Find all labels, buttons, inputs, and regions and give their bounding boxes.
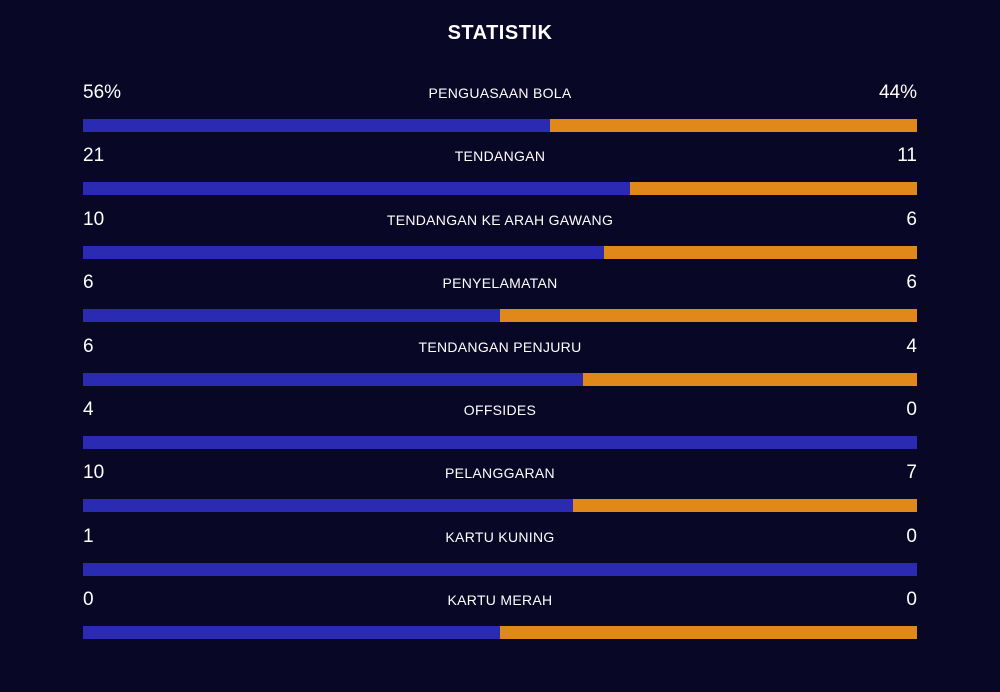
stat-label: OFFSIDES xyxy=(463,401,537,418)
home-bar-segment xyxy=(83,562,917,576)
stat-bar xyxy=(83,245,917,259)
stat-label: TENDANGAN KE ARAH GAWANG xyxy=(386,211,614,228)
stat-row-possession: 56% PENGUASAAN BOLA 44% xyxy=(83,76,917,139)
page-title: STATISTIK xyxy=(447,22,553,44)
home-value: 21 xyxy=(83,145,105,167)
stat-label: KARTU KUNING xyxy=(445,528,555,545)
stat-bar xyxy=(83,626,917,640)
home-bar-segment xyxy=(83,435,917,449)
away-value: 7 xyxy=(906,462,917,484)
away-bar-segment xyxy=(573,499,917,513)
away-bar-segment xyxy=(583,372,917,386)
away-value: 4 xyxy=(906,335,917,357)
stat-label: TENDANGAN xyxy=(454,148,546,165)
home-bar-segment xyxy=(83,182,631,196)
stat-bar xyxy=(83,182,917,196)
stat-bar xyxy=(83,499,917,513)
stat-bar xyxy=(83,562,917,576)
stat-row-offsides: 4 OFFSIDES 0 xyxy=(83,393,917,456)
home-bar-segment xyxy=(83,119,551,132)
home-value: 6 xyxy=(83,272,94,294)
stat-row-shots-on-target: 10 TENDANGAN KE ARAH GAWANG 6 xyxy=(83,203,917,266)
away-value: 44% xyxy=(878,82,917,103)
stats-list: 56% PENGUASAAN BOLA 44% 21 TENDANGAN 11 … xyxy=(83,76,917,647)
away-value: 6 xyxy=(906,208,917,230)
away-value: 0 xyxy=(906,525,917,547)
home-value: 6 xyxy=(83,335,94,357)
stat-label: PELANGGARAN xyxy=(445,465,555,482)
stat-bar xyxy=(83,309,917,323)
stat-bar xyxy=(83,119,917,132)
stat-row-corners: 6 TENDANGAN PENJURU 4 xyxy=(83,330,917,393)
stat-row-saves: 6 PENYELAMATAN 6 xyxy=(83,266,917,329)
stat-label: TENDANGAN PENJURU xyxy=(418,338,582,355)
away-bar-segment xyxy=(604,245,917,259)
stat-label: KARTU MERAH xyxy=(447,592,553,609)
home-value: 0 xyxy=(83,589,94,611)
home-value: 4 xyxy=(83,398,94,420)
stat-label: PENYELAMATAN xyxy=(442,275,558,292)
away-value: 0 xyxy=(906,589,917,611)
home-bar-segment xyxy=(83,372,584,386)
stat-bar xyxy=(83,372,917,386)
home-value: 1 xyxy=(83,525,94,547)
away-bar-segment xyxy=(500,309,917,323)
home-value: 10 xyxy=(83,208,105,230)
home-bar-segment xyxy=(83,245,605,259)
stat-bar xyxy=(83,435,917,449)
stat-label: PENGUASAAN BOLA xyxy=(428,85,572,101)
home-bar-segment xyxy=(83,499,574,513)
away-bar-segment xyxy=(500,626,917,640)
away-value: 6 xyxy=(906,272,917,294)
stat-row-yellow-cards: 1 KARTU KUNING 0 xyxy=(83,520,917,583)
away-value: 11 xyxy=(897,145,917,167)
home-value: 10 xyxy=(83,462,105,484)
home-bar-segment xyxy=(83,309,500,323)
home-value: 56% xyxy=(83,82,122,103)
home-bar-segment xyxy=(83,626,500,640)
away-value: 0 xyxy=(906,398,917,420)
stat-row-shots: 21 TENDANGAN 11 xyxy=(83,139,917,202)
away-bar-segment xyxy=(550,119,917,132)
stat-row-red-cards: 0 KARTU MERAH 0 xyxy=(83,583,917,646)
away-bar-segment xyxy=(630,182,917,196)
stat-row-fouls: 10 PELANGGARAN 7 xyxy=(83,456,917,519)
